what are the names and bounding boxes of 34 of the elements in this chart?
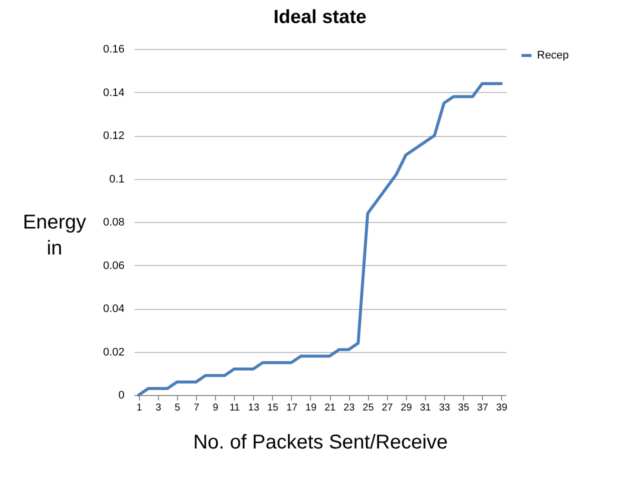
x-tick-label: 33 bbox=[438, 402, 450, 414]
x-tick-label: 3 bbox=[156, 402, 162, 414]
x-tick-label: 39 bbox=[496, 402, 508, 414]
x-tick-label: 7 bbox=[194, 402, 200, 414]
x-tick-label: 35 bbox=[458, 402, 470, 414]
legend-label: Recep bbox=[537, 50, 569, 62]
x-tick-label: 17 bbox=[286, 402, 298, 414]
y-tick-label: 0 bbox=[118, 390, 124, 402]
x-tick-label: 23 bbox=[344, 402, 356, 414]
y-tick-label: 0.06 bbox=[103, 260, 124, 272]
y-tick-label: 0.16 bbox=[103, 44, 124, 56]
x-tick-label: 5 bbox=[174, 402, 181, 414]
y-tick-label: 0.08 bbox=[103, 216, 124, 228]
x-tick-label: 9 bbox=[212, 402, 219, 414]
x-tick-label: 29 bbox=[400, 402, 412, 414]
y-tick-label: 0.1 bbox=[109, 173, 124, 186]
y-axis-title: Energy in bbox=[22, 212, 86, 260]
x-tick-label: 13 bbox=[248, 402, 260, 414]
x-tick-label: 21 bbox=[324, 402, 336, 414]
y-tick-label: 0.04 bbox=[103, 303, 124, 315]
x-axis-title: No. of Packets Sent/Receive bbox=[193, 432, 448, 454]
y-tick-label: 0.12 bbox=[103, 130, 124, 142]
x-tick-label: 1 bbox=[136, 402, 142, 414]
x-tick-label: 11 bbox=[229, 402, 240, 414]
x-tick-label: 19 bbox=[305, 402, 317, 414]
chart-title: Ideal state bbox=[274, 7, 366, 28]
x-tick-label: 37 bbox=[477, 402, 489, 414]
x-tick-label: 25 bbox=[362, 402, 374, 414]
y-tick-label: 0.02 bbox=[103, 346, 124, 358]
y-tick-label: 0.14 bbox=[103, 86, 124, 99]
line-series bbox=[137, 82, 503, 396]
x-tick-label: 31 bbox=[420, 402, 432, 414]
x-tick-label: 15 bbox=[267, 402, 279, 414]
x-tick-label: 27 bbox=[382, 402, 394, 414]
